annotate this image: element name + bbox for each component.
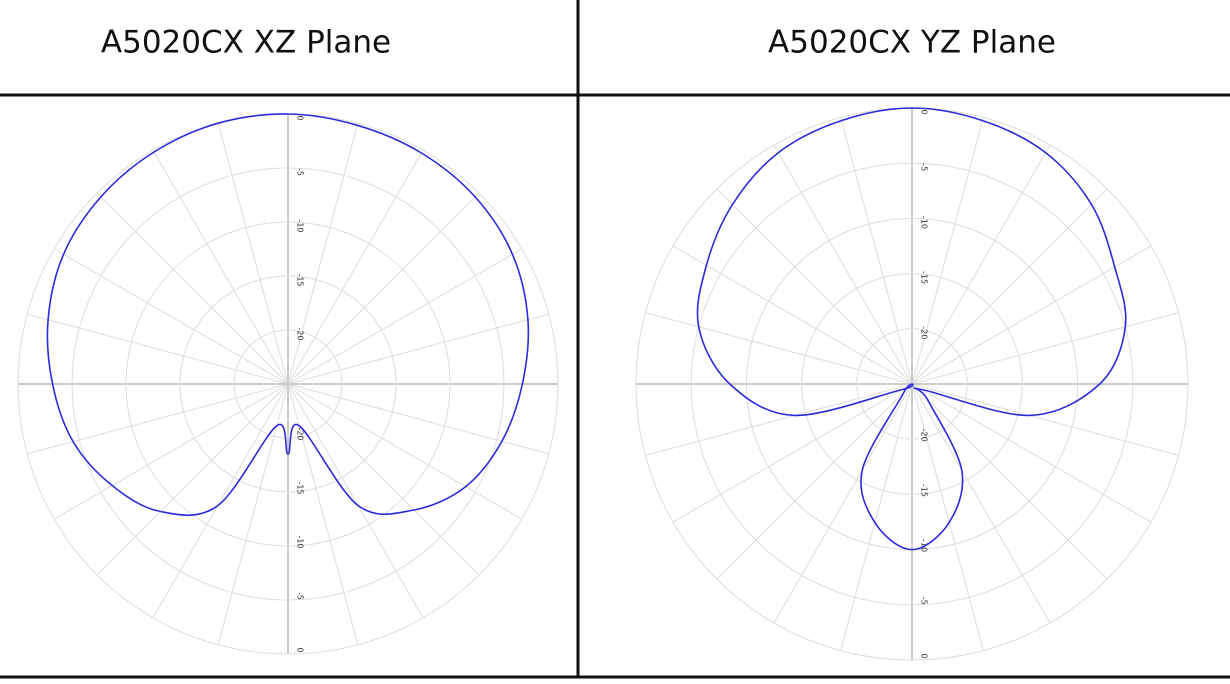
spoke [911, 383, 1051, 624]
spoke [911, 383, 1179, 456]
r-tick-label: -15 [296, 481, 305, 494]
r-tick-label: -20 [920, 429, 929, 442]
spoke [672, 383, 913, 523]
spoke [53, 383, 289, 520]
spoke [27, 383, 289, 455]
spoke [217, 123, 289, 385]
spoke [840, 117, 913, 385]
header-cell: A5020CX YZ Plane [768, 25, 1056, 61]
pattern-curve [46, 113, 530, 516]
spoke [287, 383, 424, 619]
spoke [287, 383, 523, 520]
grid-ring [690, 162, 1134, 606]
spoke [911, 117, 984, 385]
spoke [911, 383, 984, 651]
r-tick-label: 0 [920, 653, 929, 658]
spoke [773, 383, 913, 624]
r-tick-label: -15 [920, 484, 929, 497]
r-tick-label: -15 [920, 271, 929, 284]
r-tick-label: -10 [920, 216, 929, 229]
spoke [645, 383, 913, 456]
r-tick-label: -5 [920, 597, 929, 605]
spoke [287, 123, 359, 385]
grid-ring [801, 273, 1023, 495]
r-tick-label: 0 [920, 109, 929, 114]
spoke [96, 192, 289, 385]
grid-ring [179, 275, 397, 493]
r-tick-label: -10 [296, 535, 305, 548]
spoke [773, 144, 913, 385]
grid-ring [856, 328, 968, 440]
spoke [96, 383, 289, 576]
r-tick-label: -5 [296, 168, 305, 176]
r-tick-label: 0 [296, 115, 305, 120]
spoke [287, 248, 523, 385]
spoke [152, 383, 289, 619]
spoke [911, 188, 1108, 385]
spoke [287, 383, 549, 455]
spoke [287, 383, 359, 645]
r-tick-label: -5 [296, 592, 305, 600]
polar-chart: 0 0 -5 -5 -10 -10 -15 -15 -20 -20 [17, 113, 559, 655]
grid-ring [125, 221, 451, 547]
spoke [287, 149, 424, 385]
r-tick-label: -10 [296, 219, 305, 232]
grid-ring [71, 167, 505, 601]
r-tick-label: -20 [920, 326, 929, 339]
spoke [911, 383, 1152, 523]
r-tick-label: -20 [296, 427, 305, 440]
spoke [287, 192, 480, 385]
spoke [911, 312, 1179, 385]
r-tick-label: -5 [920, 163, 929, 171]
grid-ring [233, 329, 343, 439]
spoke [217, 383, 289, 645]
spoke [911, 245, 1152, 385]
spoke [645, 312, 913, 385]
header-cell: A5020CX XZ Plane [101, 25, 391, 61]
spoke [53, 248, 289, 385]
spoke [152, 149, 289, 385]
spoke [672, 245, 913, 385]
r-tick-label: -15 [296, 273, 305, 286]
pattern-curve [696, 107, 1127, 551]
spoke [716, 188, 913, 385]
spoke [27, 313, 289, 385]
plots: 00-5-5-10-10-15-15-20-2000-5-5-10-10-15-… [17, 107, 1189, 661]
r-tick-label: 0 [296, 647, 305, 652]
spoke [287, 313, 549, 385]
spoke [840, 383, 913, 651]
spoke [911, 383, 1108, 580]
spoke [911, 144, 1051, 385]
polar-chart: 00-5-5-10-10-15-15-20-20 [635, 107, 1189, 661]
spoke [287, 383, 480, 576]
r-tick-label: -20 [296, 327, 305, 340]
spoke [716, 383, 913, 580]
